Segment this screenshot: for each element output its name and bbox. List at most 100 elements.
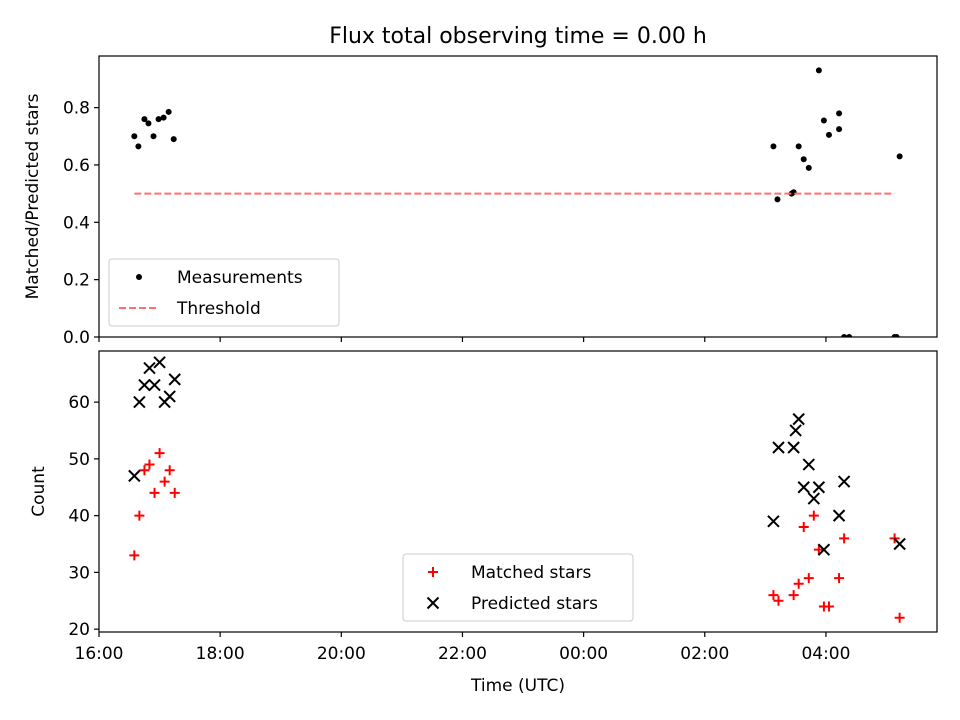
measurements-point: [141, 116, 148, 123]
measurements-point: [825, 131, 832, 138]
measurements-point: [820, 117, 827, 124]
matched-stars-legend-swatch: [428, 567, 438, 577]
measurements-point: [815, 67, 822, 74]
bottom-axes-frame: [98, 350, 938, 633]
top-y-tick-label: 0.4: [63, 213, 90, 233]
bottom-y-tick-label: 50: [68, 450, 90, 470]
predicted-stars-point: [767, 515, 780, 528]
predicted-stars-point: [148, 378, 161, 392]
predicted-stars-point: [787, 441, 800, 454]
measurements-point: [160, 114, 167, 121]
bottom-plot-area: [128, 356, 906, 623]
top-legend-box: [108, 258, 340, 327]
matched-stars-point: [839, 533, 850, 544]
top-y-tick-label: 0.2: [63, 271, 90, 291]
top-y-axis-label: Matched/Predicted stars: [23, 93, 43, 299]
x-tick-label: 00:00: [559, 644, 608, 664]
matched-stars-point: [149, 487, 160, 498]
top-y-tick-label: 0.0: [63, 328, 90, 348]
measurements-point: [165, 108, 172, 115]
measurements-point: [805, 164, 812, 171]
x-tick-label: 22:00: [438, 644, 487, 664]
top-y-tick-label: 0.6: [63, 156, 90, 176]
matched-stars-point: [803, 573, 814, 584]
predicted-stars-point: [802, 458, 815, 471]
predicted-stars-point: [893, 537, 906, 551]
predicted-stars-point: [772, 441, 785, 454]
matched-stars-point: [134, 510, 145, 521]
predicted-stars-point: [789, 424, 802, 437]
x-tick-label: 04:00: [801, 644, 850, 664]
predicted-stars-point: [837, 475, 851, 488]
top-plot-area: [131, 67, 903, 337]
top-y-tick-label: 0.8: [63, 99, 90, 119]
measurements-point: [131, 133, 138, 140]
top-axes-frame: [98, 55, 938, 338]
matched-stars-point: [144, 459, 155, 470]
measurements-point: [841, 334, 848, 337]
matched-stars-point: [808, 510, 819, 521]
matched-stars-point: [788, 590, 799, 601]
bottom-y-tick-label: 30: [68, 563, 90, 583]
predicted-stars-point: [168, 373, 181, 386]
predicted-stars-point: [832, 509, 846, 522]
measurements-point: [846, 334, 853, 337]
predicted-stars-point: [807, 492, 821, 505]
matched-stars-point: [139, 465, 150, 476]
predicted-stars-legend-label: Predicted stars: [471, 594, 598, 614]
bottom-y-tick-label: 60: [68, 393, 90, 413]
matched-stars-point: [894, 612, 905, 623]
matched-stars-legend-label: Matched stars: [471, 563, 591, 583]
matched-stars-point: [164, 465, 175, 476]
predicted-stars-point: [128, 469, 141, 483]
measurements-point: [836, 110, 843, 117]
bottom-legend-box: [402, 553, 634, 622]
x-tick-label: 20:00: [317, 644, 366, 664]
measurements-legend-label: Measurements: [177, 268, 303, 288]
matched-stars-point: [768, 590, 779, 601]
measurements-point: [150, 133, 157, 140]
matched-stars-point: [798, 521, 809, 532]
measurements-point: [795, 143, 802, 150]
predicted-stars-point: [138, 378, 151, 392]
bottom-legend: Matched stars Predicted stars: [402, 553, 634, 622]
measurements-point: [800, 156, 807, 163]
predicted-stars-point: [812, 481, 826, 494]
predicted-stars-point: [817, 543, 831, 556]
matched-stars-point: [169, 487, 180, 498]
measurements-point: [155, 116, 162, 123]
matched-stars-point: [154, 448, 165, 459]
matched-stars-point: [823, 601, 834, 612]
measurements-point: [836, 126, 843, 133]
predicted-stars-point: [163, 390, 176, 403]
bottom-y-tick-label: 40: [68, 507, 90, 527]
figure-title: Flux total observing time = 0.00 h: [329, 24, 707, 49]
measurements-point: [774, 196, 781, 203]
measurements-point: [893, 334, 900, 337]
matched-stars-point: [159, 476, 170, 487]
threshold-legend-label: Threshold: [176, 299, 261, 319]
matched-stars-point: [773, 595, 784, 606]
predicted-stars-point: [143, 361, 156, 375]
predicted-stars-point: [792, 412, 805, 426]
predicted-stars-point: [797, 481, 810, 494]
measurements-legend-swatch: [136, 274, 142, 280]
predicted-stars-point: [133, 395, 146, 409]
bottom-panel: 20 30 40 50 60 16:00 18:00 20:00 22:00 00:00 02:00…: [29, 350, 938, 696]
measurements-point: [770, 143, 777, 150]
measurements-point: [135, 143, 142, 150]
x-tick-label: 16:00: [75, 644, 124, 664]
top-legend: Measurements Threshold: [108, 258, 340, 327]
top-panel: 0.0 0.2 0.4 0.6 0.8 Matched/Predicted stars Me…: [23, 55, 938, 348]
x-axis-label: Time (UTC): [470, 676, 565, 696]
matched-stars-point: [793, 578, 804, 589]
measurements-point: [170, 136, 177, 143]
matched-stars-point: [813, 544, 824, 555]
matched-stars-point: [129, 550, 140, 561]
measurements-point: [145, 120, 152, 127]
bottom-y-tick-label: 20: [68, 620, 90, 640]
predicted-stars-legend-swatch: [426, 596, 440, 610]
measurements-point: [896, 153, 903, 160]
x-tick-label: 02:00: [680, 644, 729, 664]
